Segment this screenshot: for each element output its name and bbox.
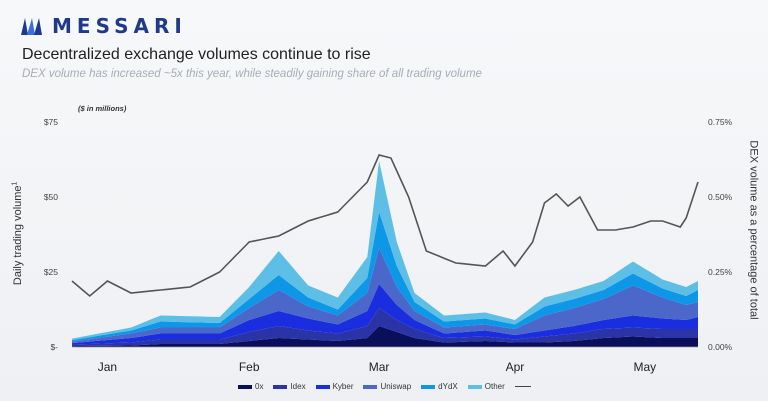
dex-volume-chart: $- $25 $50 $75 0.00% 0.25% 0.50% 0.75% Jan Feb Mar… — [0, 0, 768, 401]
y-tick-label: $75 — [44, 117, 58, 127]
legend-swatch — [238, 385, 252, 389]
legend-item-other: Other — [468, 382, 505, 391]
legend-label: 0x — [255, 382, 263, 391]
legend-item-line — [515, 386, 531, 388]
legend-label: Idex — [290, 382, 305, 391]
y-tick-label: $25 — [44, 267, 58, 277]
x-tick-label: Feb — [239, 360, 260, 374]
chart-legend: 0x Idex Kyber Uniswap dYdX Other — [238, 382, 531, 391]
y2-tick-label: 0.25% — [708, 267, 733, 277]
legend-label: Kyber — [333, 382, 354, 391]
x-tick-label: Mar — [369, 360, 390, 374]
legend-swatch — [363, 385, 377, 389]
legend-item-idex: Idex — [273, 382, 305, 391]
legend-item-0x: 0x — [238, 382, 263, 391]
legend-swatch — [273, 385, 287, 389]
y2-tick-label: 0.75% — [708, 117, 733, 127]
legend-item-kyber: Kyber — [316, 382, 354, 391]
legend-swatch — [316, 385, 330, 389]
y2-tick-label: 0.50% — [708, 192, 733, 202]
legend-item-dydx: dYdX — [421, 382, 458, 391]
legend-swatch — [421, 385, 435, 389]
y-tick-label: $50 — [44, 192, 58, 202]
x-tick-label: May — [634, 360, 657, 374]
y-tick-label: $- — [50, 342, 58, 352]
legend-item-uniswap: Uniswap — [363, 382, 411, 391]
x-tick-label: Apr — [506, 360, 525, 374]
legend-label: dYdX — [438, 382, 458, 391]
x-tick-label: Jan — [98, 360, 117, 374]
slide: MESSARI Decentralized exchange volumes c… — [0, 0, 768, 401]
legend-label: Other — [485, 382, 505, 391]
legend-swatch — [468, 385, 482, 389]
legend-line-swatch — [515, 386, 531, 388]
legend-label: Uniswap — [380, 382, 411, 391]
y2-tick-label: 0.00% — [708, 342, 733, 352]
